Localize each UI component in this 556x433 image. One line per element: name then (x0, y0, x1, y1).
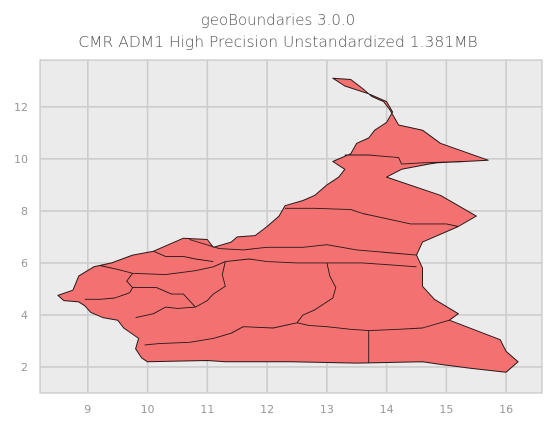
y-tick-label: 12 (14, 101, 28, 114)
y-tick-label: 6 (21, 257, 28, 270)
region-boundary (189, 239, 417, 256)
x-tick-label: 13 (320, 403, 334, 416)
x-tick-label: 11 (200, 403, 214, 416)
y-tick-label: 4 (21, 309, 28, 322)
region-boundary (344, 154, 465, 165)
region-boundary (285, 207, 459, 227)
y-tick-label: 8 (21, 205, 28, 218)
region-boundary (84, 273, 134, 300)
region-boundary (132, 287, 196, 308)
map-title: geoBoundaries 3.0.0 (200, 11, 356, 29)
y-tick-label: 2 (21, 361, 28, 374)
x-tick-label: 14 (380, 403, 394, 416)
map-subtitle: CMR ADM1 High Precision Unstandardized 1… (78, 33, 478, 51)
country-outline (57, 77, 519, 373)
y-tick-label: 10 (14, 153, 28, 166)
region-boundary (144, 262, 337, 346)
x-tick-label: 12 (260, 403, 274, 416)
country-shapes (57, 77, 519, 373)
axis-ticks: 9 10 11 12 13 14 15 16 2 4 6 8 10 12 (14, 101, 513, 416)
x-tick-label: 9 (84, 403, 91, 416)
region-boundary (153, 250, 214, 263)
x-tick-label: 15 (439, 403, 453, 416)
x-tick-label: 10 (141, 403, 155, 416)
x-tick-label: 16 (499, 403, 513, 416)
region-boundary (296, 319, 450, 332)
